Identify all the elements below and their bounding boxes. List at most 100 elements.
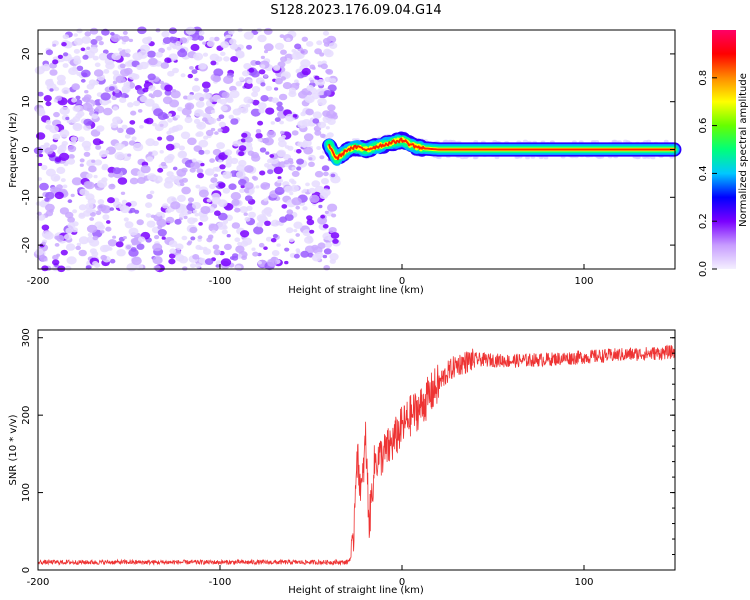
noise-cell: [260, 55, 265, 60]
noise-cell: [316, 88, 326, 96]
noise-cell: [272, 233, 278, 238]
noise-cell: [99, 244, 110, 253]
noise-cell: [66, 119, 72, 124]
noise-cell: [106, 220, 111, 224]
noise-cell: [244, 216, 251, 222]
noise-cell: [287, 158, 294, 163]
noise-cell: [284, 247, 290, 252]
noise-cell: [266, 130, 276, 138]
noise-cell: [94, 62, 101, 68]
noise-cell: [264, 220, 271, 226]
noise-cell: [187, 197, 195, 203]
noise-cell: [81, 36, 92, 44]
noise-cell: [179, 37, 188, 44]
noise-cell: [187, 94, 195, 101]
noise-cell: [112, 167, 122, 175]
noise-cell: [209, 36, 215, 42]
noise-cell: [105, 61, 115, 70]
x-tick-label: 0: [399, 577, 405, 588]
noise-cell: [49, 69, 58, 76]
noise-cell: [332, 238, 339, 244]
spectrogram-x-ticks: -200 -100 0 100: [27, 264, 594, 287]
noise-cell: [76, 242, 82, 247]
noise-cell: [187, 73, 193, 79]
noise-cell: [66, 256, 77, 265]
noise-cell: [170, 90, 181, 99]
noise-cell: [202, 112, 211, 120]
noise-cell: [148, 93, 154, 97]
noise-cell: [220, 105, 228, 112]
noise-cell: [52, 133, 61, 141]
noise-cell: [168, 253, 176, 259]
noise-cell: [161, 203, 169, 209]
noise-cell: [177, 106, 183, 112]
noise-cell: [54, 243, 60, 247]
noise-cell: [210, 109, 216, 114]
noise-cell: [62, 63, 69, 68]
snr-y-ticks: 0 100 200 300: [21, 328, 675, 573]
noise-cell: [306, 41, 314, 47]
noise-cell: [133, 100, 141, 107]
noise-cell: [306, 85, 315, 91]
noise-cell: [242, 70, 250, 77]
noise-cell: [170, 36, 179, 44]
noise-cell: [274, 42, 285, 50]
noise-cell: [222, 225, 228, 230]
noise-cell: [100, 254, 107, 261]
noise-cell: [93, 69, 104, 77]
noise-cell: [215, 56, 223, 62]
noise-cell: [160, 62, 169, 69]
noise-cell: [45, 124, 53, 130]
noise-cell: [94, 159, 103, 166]
noise-cell: [187, 36, 193, 41]
noise-cell: [303, 146, 314, 155]
noise-cell: [164, 57, 172, 64]
noise-cell: [296, 166, 302, 171]
noise-cell: [95, 35, 103, 42]
noise-cell: [57, 54, 64, 60]
noise-cell: [45, 119, 52, 125]
noise-cell: [43, 231, 54, 240]
noise-cell: [295, 233, 301, 237]
noise-cell: [117, 177, 128, 185]
noise-cell: [78, 204, 87, 211]
noise-cell: [89, 217, 95, 221]
noise-cell: [285, 113, 295, 122]
noise-cell: [301, 36, 308, 42]
noise-cell: [198, 222, 203, 226]
noise-cell: [324, 76, 332, 83]
noise-cell: [97, 179, 108, 188]
noise-cell: [200, 162, 205, 167]
noise-cell: [228, 29, 235, 35]
noise-cell: [193, 52, 204, 61]
noise-cell: [112, 106, 119, 111]
noise-cell: [125, 48, 131, 54]
noise-cell: [304, 236, 314, 244]
noise-cell: [129, 177, 139, 185]
noise-cell: [206, 40, 215, 47]
noise-cell: [273, 166, 284, 175]
noise-cell: [86, 46, 91, 50]
noise-cell: [274, 186, 285, 195]
noise-cell: [84, 90, 89, 94]
noise-cell: [260, 95, 269, 102]
noise-cell: [317, 61, 323, 65]
noise-cell: [71, 97, 78, 103]
noise-cell: [205, 129, 214, 136]
noise-cell: [230, 118, 239, 125]
noise-cell: [195, 244, 202, 250]
noise-cell: [179, 179, 184, 184]
noise-cell: [218, 182, 226, 189]
noise-cell: [41, 164, 48, 171]
noise-cell: [92, 261, 99, 266]
noise-cell: [89, 212, 96, 217]
noise-cell: [288, 87, 297, 94]
noise-cell: [75, 95, 81, 100]
noise-cell: [243, 96, 252, 104]
noise-cell: [323, 171, 329, 177]
signal-halo-cell: [623, 139, 628, 143]
noise-cell: [284, 260, 289, 265]
noise-cell: [80, 69, 91, 78]
noise-cell: [285, 37, 291, 42]
noise-cell: [293, 221, 303, 229]
